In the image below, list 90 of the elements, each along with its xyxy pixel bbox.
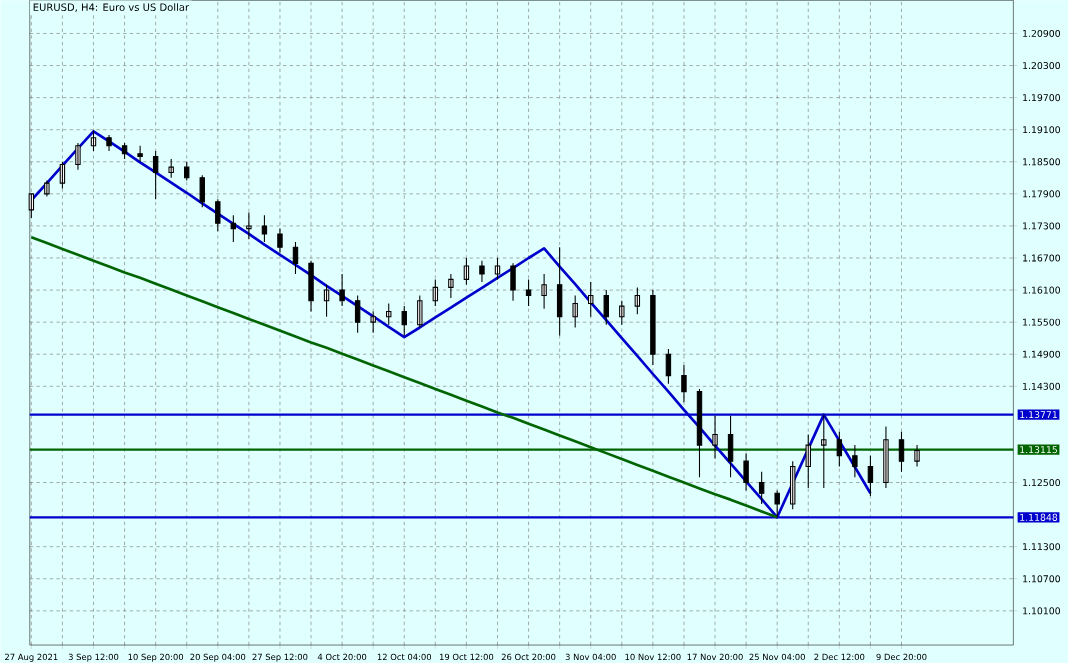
candlestick [354, 294, 361, 334]
candlestick [121, 142, 128, 160]
candlestick [898, 431, 905, 473]
x-tick-label: 27 Sep 12:00 [252, 653, 308, 662]
chart-title: EURUSD, H4: Euro vs US Dollar [33, 3, 190, 12]
y-tick-label: 1.14900 [1023, 350, 1061, 358]
candlestick [634, 286, 641, 315]
x-tick-label: 20 Sep 04:00 [190, 653, 246, 662]
x-tick-label: 25 Nov 04:00 [749, 653, 805, 661]
candlestick [199, 174, 205, 208]
x-tick-label: 17 Nov 20:00 [687, 653, 743, 661]
candlestick [494, 257, 501, 280]
ref-line-label: 1.13771 [1020, 410, 1057, 419]
candlestick [277, 227, 283, 254]
candlestick [572, 294, 578, 328]
x-tick-label: 19 Oct 12:00 [439, 653, 494, 661]
candlestick [821, 414, 827, 489]
candlestick [790, 460, 796, 510]
candlestick [867, 455, 874, 497]
candlestick [137, 145, 143, 163]
ref-line-label: 1.11848 [1020, 513, 1058, 521]
candlestick [308, 260, 314, 312]
x-tick-label: 3 Nov 04:00 [565, 653, 616, 661]
y-tick-label: 1.20300 [1023, 61, 1061, 69]
x-tick-label: 10 Sep 20:00 [128, 653, 184, 662]
candlestick [681, 364, 687, 403]
x-tick-label: 27 Aug 2021 [5, 653, 58, 662]
y-tick-label: 1.12500 [1023, 478, 1061, 486]
candlestick [805, 433, 811, 489]
candlestick [246, 211, 252, 240]
candlestick [230, 214, 237, 243]
candlestick [90, 130, 97, 152]
candlestick [386, 302, 392, 326]
y-tick-label: 1.17900 [1023, 190, 1061, 198]
candlestick [758, 471, 765, 505]
x-tick-label: 26 Oct 20:00 [501, 653, 556, 661]
candlestick [215, 198, 221, 232]
candlestick [106, 134, 112, 152]
x-tick-label: 4 Oct 20:00 [317, 653, 367, 661]
candlestick [168, 158, 174, 179]
candlestick [743, 452, 749, 492]
x-tick-label: 12 Oct 04:00 [377, 653, 432, 661]
candlestick [323, 284, 330, 318]
candlestick [541, 273, 547, 310]
candlestick [479, 260, 485, 283]
candlestick [261, 214, 268, 243]
y-tick-label: 1.17300 [1023, 222, 1061, 230]
candlestick [696, 388, 703, 478]
candlestick [883, 425, 889, 489]
candlestick [510, 262, 516, 302]
candlestick [75, 142, 81, 171]
candlestick [556, 246, 563, 336]
x-tick-label: 10 Nov 12:00 [625, 653, 681, 661]
y-tick-label: 1.19100 [1023, 126, 1061, 134]
y-tick-label: 1.16100 [1023, 286, 1061, 294]
x-tick-label: 9 Dec 20:00 [876, 653, 927, 661]
candlestick [339, 273, 345, 307]
y-tick-label: 1.11300 [1023, 543, 1061, 551]
candlestick [448, 273, 454, 299]
candlestick [370, 310, 376, 334]
candlestick [44, 179, 50, 197]
x-tick-label: 2 Dec 12:00 [814, 653, 865, 661]
candlestick [852, 444, 858, 478]
candlestick [619, 300, 625, 326]
candlestick [292, 241, 299, 275]
y-tick-label: 1.20900 [1023, 29, 1061, 37]
candlestick [184, 161, 190, 181]
candlestick [417, 294, 423, 328]
x-tick-label: 3 Sep 12:00 [68, 653, 119, 662]
candlestick [152, 150, 159, 200]
ref-line-label: 1.13115 [1020, 446, 1057, 454]
candlestick [603, 289, 609, 326]
y-tick-label: 1.10700 [1023, 575, 1061, 583]
y-tick-label: 1.14300 [1023, 382, 1061, 390]
candlestick [774, 489, 780, 518]
candlestick [401, 305, 407, 336]
y-tick-label: 1.15500 [1023, 318, 1061, 326]
candlestick [463, 257, 470, 286]
y-tick-label: 1.19700 [1023, 94, 1061, 102]
candlestick [432, 278, 439, 307]
candlestick [712, 415, 718, 459]
y-tick-label: 1.10100 [1023, 607, 1061, 615]
candlestick [914, 444, 920, 467]
candlestick [588, 281, 594, 318]
candlestick [727, 415, 734, 478]
candlestick [836, 431, 843, 467]
candlestick [650, 289, 656, 366]
y-tick-label: 1.18500 [1023, 158, 1061, 166]
candlestick [525, 278, 532, 307]
y-tick-label: 1.16700 [1023, 254, 1061, 262]
